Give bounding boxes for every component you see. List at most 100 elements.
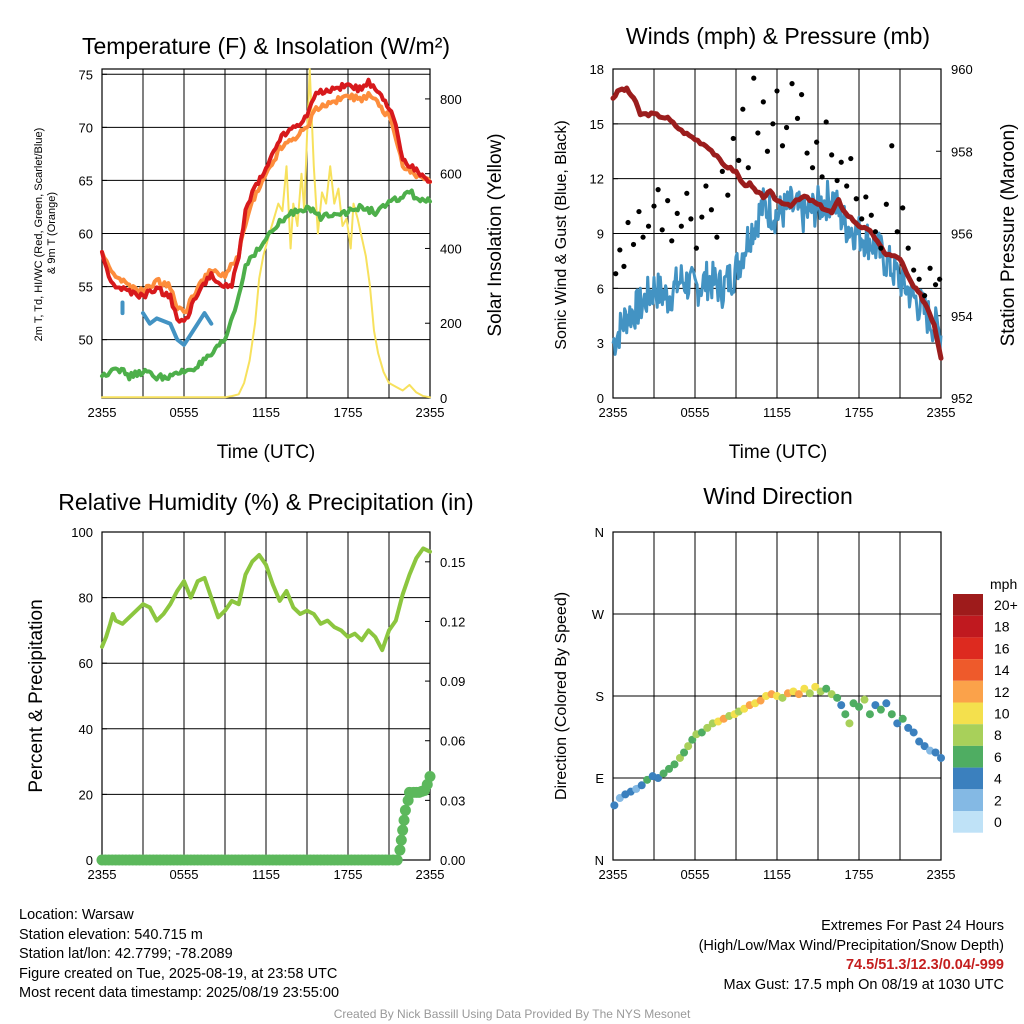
colorbar-swatch xyxy=(953,745,983,768)
x-tick-label: 2355 xyxy=(416,867,445,882)
y2-tick-label: 960 xyxy=(951,62,973,77)
station-location: Location: Warsaw xyxy=(19,907,134,923)
gust-point xyxy=(894,229,900,235)
direction-point xyxy=(670,760,679,769)
direction-panel: Wind Direction 2355 0555 1155 1755 2355NESWN… xyxy=(553,483,1018,882)
direction-point xyxy=(680,748,689,757)
y-tick-label: 60 xyxy=(79,656,93,671)
series-line-relative-humidity xyxy=(100,546,432,653)
series-line-2m-t xyxy=(100,77,432,324)
station-latlon: Station lat/lon: 42.7799; -78.2089 xyxy=(19,946,233,962)
x-tick-label: 0555 xyxy=(681,405,710,420)
x-tick-label: 2355 xyxy=(88,405,117,420)
direction-point xyxy=(805,689,814,698)
colorbar-label: 16 xyxy=(994,640,1010,656)
x-tick-label: 1155 xyxy=(763,405,791,420)
direction-point xyxy=(697,728,706,737)
gust-point xyxy=(770,121,776,127)
y-tick-label: 75 xyxy=(79,67,93,82)
y2-tick-label: 0.15 xyxy=(440,555,465,570)
gust-point xyxy=(659,227,665,233)
gust-point xyxy=(809,165,816,171)
x-tick-label: 0555 xyxy=(170,405,199,420)
y-tick-label: 55 xyxy=(79,280,93,295)
y-tick-label: 9 xyxy=(597,227,604,242)
direction-point xyxy=(882,699,891,708)
colorbar-swatch xyxy=(953,702,983,725)
speed-colorbar: mph 20+ 18 16 14 12 10 8 6 4 2 0 xyxy=(953,576,1018,833)
x-tick-label: 2355 xyxy=(927,867,956,882)
y-tick-label: W xyxy=(592,607,605,622)
gust-point xyxy=(630,241,637,248)
direction-point xyxy=(610,801,619,810)
colorbar-label: 12 xyxy=(994,684,1010,700)
y2-tick-label: 0.12 xyxy=(440,614,465,629)
humidity-plot-area: 2355 0555 1155 1755 23550204060801000.000.03… xyxy=(71,525,465,882)
x-tick-label: 2355 xyxy=(88,867,117,882)
direction-point xyxy=(659,769,668,778)
y2-tick-label: 954 xyxy=(951,309,973,324)
gust-point xyxy=(819,174,825,180)
y2-tick-label: 958 xyxy=(951,144,973,159)
direction-ylabel-left: Direction (Colored By Speed) xyxy=(553,592,570,800)
direction-point xyxy=(822,684,831,693)
series-line-hi-wc xyxy=(120,300,214,347)
extremes-title: Extremes For Past 24 Hours xyxy=(821,918,1004,934)
series-line-sonic-wind xyxy=(611,179,943,356)
direction-point xyxy=(811,682,820,691)
y2-tick-label: 0 xyxy=(440,391,447,406)
direction-point xyxy=(915,737,924,746)
gust-point xyxy=(789,81,795,87)
precip-point xyxy=(399,804,411,816)
x-tick-label: 1755 xyxy=(334,405,363,420)
y2-tick-label: 956 xyxy=(951,227,973,242)
gust-point xyxy=(878,245,884,251)
gust-point xyxy=(872,229,879,235)
y-tick-label: 100 xyxy=(71,525,93,540)
gust-point xyxy=(674,210,680,216)
gust-point xyxy=(823,119,829,125)
direction-point xyxy=(756,696,765,705)
gust-point xyxy=(794,115,801,121)
data-timestamp: Most recent data timestamp: 2025/08/19 2… xyxy=(19,985,340,1001)
direction-point xyxy=(841,710,850,719)
colorbar-label: 0 xyxy=(994,814,1002,830)
humidity-ylabel-left: Percent & Precipitation xyxy=(26,599,47,792)
y2-tick-label: 400 xyxy=(440,241,462,256)
gust-point xyxy=(764,148,771,154)
direction-point xyxy=(887,710,896,719)
gust-point xyxy=(853,196,859,202)
colorbar-title: mph xyxy=(990,576,1017,592)
direction-point xyxy=(800,684,809,693)
x-tick-label: 2355 xyxy=(927,405,956,420)
x-tick-label: 1155 xyxy=(252,405,280,420)
gust-point xyxy=(905,245,911,251)
direction-point xyxy=(860,695,869,704)
y-tick-label: 40 xyxy=(79,722,93,737)
y2-tick-label: 200 xyxy=(440,316,462,331)
colorbar-swatch xyxy=(953,811,983,833)
y-tick-label: S xyxy=(595,689,604,704)
series-line-9m-t xyxy=(100,91,432,315)
direction-point xyxy=(778,693,787,702)
colorbar-label: 6 xyxy=(994,749,1002,765)
y-tick-label: 3 xyxy=(597,336,604,351)
gust-point xyxy=(625,219,631,226)
gust-point xyxy=(922,293,928,299)
y-tick-label: 0 xyxy=(86,853,93,868)
station-elevation: Station elevation: 540.715 m xyxy=(19,926,203,943)
temperature-ylabel-left-line2: & 9m T (Orange) xyxy=(46,192,58,274)
gust-point xyxy=(834,177,840,184)
gust-point xyxy=(714,234,720,240)
y-tick-label: 80 xyxy=(79,591,93,606)
gust-point xyxy=(779,143,786,149)
colorbar-swatch xyxy=(953,789,983,811)
colorbar-label: 18 xyxy=(994,619,1010,635)
colorbar-swatch xyxy=(953,637,983,660)
y-tick-label: N xyxy=(595,853,604,868)
winds-plot-area: 2355 0555 1155 1755 235503691215189529549569… xyxy=(590,62,973,420)
direction-point xyxy=(855,702,863,711)
gust-point xyxy=(783,124,790,131)
